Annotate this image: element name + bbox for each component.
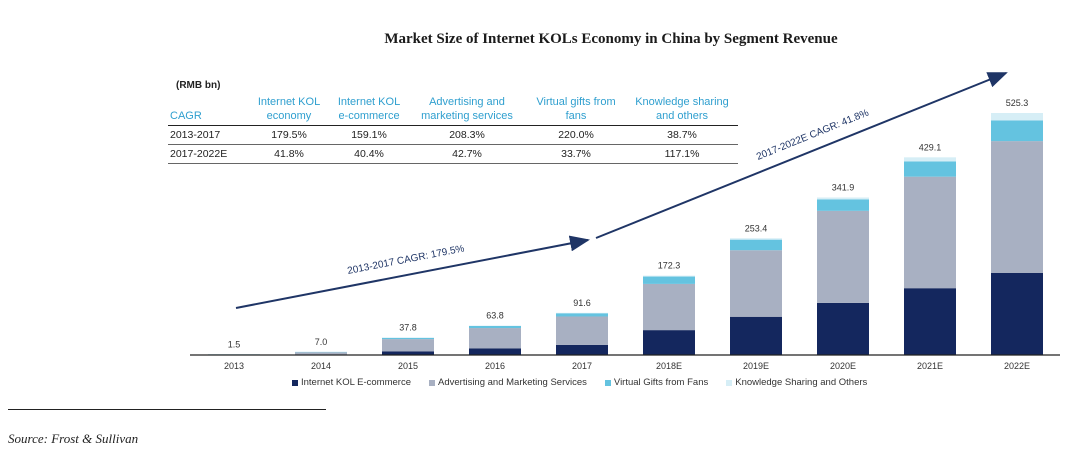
cagr-cell: 41.8% (248, 144, 330, 164)
legend-swatch-ecommerce (292, 379, 298, 386)
cagr-period: 2013-2017 (168, 125, 248, 145)
legend-item: Internet KOL E-commerce (292, 377, 411, 388)
legend-item: Virtual Gifts from Fans (604, 377, 709, 388)
bar-segment-2020E-s3 (817, 197, 869, 200)
bar-segment-2016-s2 (469, 325, 521, 329)
cagr-table: CAGR Internet KOL economy Internet KOL e… (168, 95, 738, 164)
legend-swatch-virtual-gifts (604, 379, 611, 386)
bar-segment-2017-s2 (556, 313, 608, 317)
total-label-2015: 37.8 (399, 323, 417, 333)
bar-segment-2018E-s2 (643, 276, 695, 284)
legend-label: Advertising and Marketing Services (438, 377, 587, 388)
bar-segment-2021E-s3 (904, 157, 956, 162)
bar-segment-2018E-s0 (643, 330, 695, 355)
x-tick-2015: 2015 (398, 361, 418, 371)
cagr-row: 2013-2017 179.5% 159.1% 208.3% 220.0% 38… (168, 125, 738, 145)
cagr-arrow-2017-2022 (595, 72, 1008, 239)
legend-label: Knowledge Sharing and Others (735, 377, 868, 388)
cagr-cell: 38.7% (626, 125, 738, 145)
cagr-cell: 117.1% (626, 144, 738, 164)
bar-segment-2016-s1 (469, 328, 521, 349)
bar-segment-2019E-s0 (730, 316, 782, 355)
bar-segment-2022E-s0 (991, 272, 1043, 355)
bar-segment-2015-s0 (382, 351, 434, 355)
bar-segment-2015-s1 (382, 339, 434, 352)
total-label-2014: 7.0 (315, 337, 328, 347)
bar-segment-2015-s2 (382, 337, 434, 340)
cagr-row: 2017-2022E 41.8% 40.4% 42.7% 33.7% 117.1… (168, 144, 738, 164)
x-tick-2016: 2016 (485, 361, 505, 371)
legend-label: Virtual Gifts from Fans (613, 377, 709, 388)
cagr-header-row: CAGR Internet KOL economy Internet KOL e… (168, 95, 738, 126)
bar-segment-2019E-s3 (730, 238, 782, 240)
bar-segment-2019E-s1 (730, 250, 782, 317)
bar-segment-2020E-s2 (817, 199, 869, 211)
x-tick-2020E: 2020E (830, 361, 856, 371)
x-tick-2018E: 2018E (656, 361, 682, 371)
chart-title: Market Size of Internet KOLs Economy in … (384, 31, 838, 47)
bar-segment-2022E-s2 (991, 120, 1043, 142)
x-tick-2014: 2014 (311, 361, 331, 371)
x-tick-2013: 2013 (224, 361, 244, 371)
bar-segment-2016-s0 (469, 348, 521, 355)
source-divider (8, 409, 326, 410)
x-tick-2021E: 2021E (917, 361, 943, 371)
header-kol-economy: Internet KOL economy (248, 95, 330, 126)
cagr-period: 2017-2022E (168, 144, 248, 164)
legend-swatch-knowledge (726, 379, 733, 386)
bar-segment-2021E-s1 (904, 176, 956, 289)
cagr-arrow-2013-2017 (235, 235, 590, 309)
legend-item: Advertising and Marketing Services (429, 377, 587, 388)
header-advertising: Advertising and marketing services (408, 95, 526, 126)
bar-segment-2019E-s2 (730, 239, 782, 251)
total-label-2020E: 341.9 (832, 182, 855, 192)
cagr-cell: 40.4% (330, 144, 408, 164)
annotation-cagr-2013-2017: 2013-2017 CAGR: 179.5% (346, 243, 465, 277)
bar-segment-2017-s0 (556, 344, 608, 355)
unit-label: (RMB bn) (176, 80, 221, 91)
cagr-cell: 159.1% (330, 125, 408, 145)
bar-segment-2018E-s1 (643, 283, 695, 331)
total-label-2021E: 429.1 (919, 142, 942, 152)
bar-segment-2014-s1 (295, 352, 347, 355)
legend-swatch-advertising (429, 379, 435, 386)
bar-segment-2022E-s1 (991, 141, 1043, 273)
legend-item: Knowledge Sharing and Others (726, 377, 867, 388)
bar-segment-2021E-s2 (904, 161, 956, 177)
x-tick-2017: 2017 (572, 361, 592, 371)
x-tick-2022E: 2022E (1004, 361, 1030, 371)
legend-label: Internet KOL E-commerce (301, 377, 411, 388)
total-label-2019E: 253.4 (745, 223, 768, 233)
header-knowledge: Knowledge sharing and others (626, 95, 738, 126)
cagr-header: CAGR (168, 95, 248, 126)
header-virtual-gifts: Virtual gifts from fans (526, 95, 626, 126)
bar-segment-2022E-s3 (991, 113, 1043, 121)
cagr-cell: 208.3% (408, 125, 526, 145)
legend: Internet KOL E-commerce Advertising and … (292, 377, 867, 388)
source-note: Source: Frost & Sullivan (8, 431, 139, 446)
bar-segment-2020E-s0 (817, 302, 869, 355)
cagr-cell: 179.5% (248, 125, 330, 145)
bar-segment-2018E-s3 (643, 275, 695, 277)
total-label-2016: 63.8 (486, 311, 504, 321)
bar-segment-2021E-s0 (904, 288, 956, 355)
total-label-2017: 91.6 (573, 298, 591, 308)
bar-segment-2017-s1 (556, 316, 608, 345)
cagr-cell: 220.0% (526, 125, 626, 145)
total-label-2018E: 172.3 (658, 261, 681, 271)
x-tick-2019E: 2019E (743, 361, 769, 371)
total-label-2022E: 525.3 (1006, 98, 1029, 108)
total-label-2013: 1.5 (228, 339, 241, 349)
cagr-cell: 33.7% (526, 144, 626, 164)
bar-segment-2020E-s1 (817, 210, 869, 303)
header-kol-ecommerce: Internet KOL e-commerce (330, 95, 408, 126)
cagr-cell: 42.7% (408, 144, 526, 164)
